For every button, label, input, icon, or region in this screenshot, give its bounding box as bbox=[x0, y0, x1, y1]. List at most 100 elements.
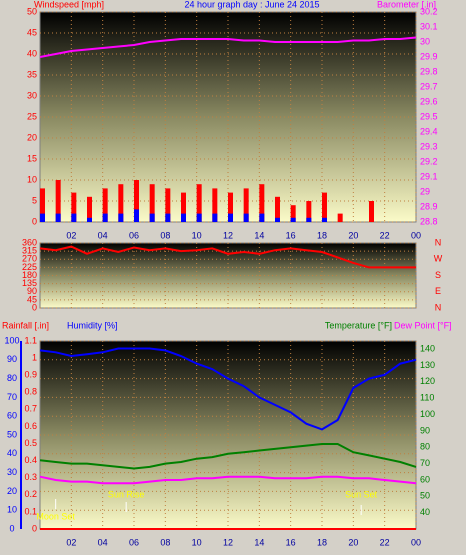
x-tick-label: 08 bbox=[160, 537, 170, 547]
y-tick-label: 315 bbox=[22, 246, 37, 256]
y3-tick-label: 0.1 bbox=[24, 506, 37, 516]
rain-label: Rainfall [.in] bbox=[2, 320, 49, 330]
baro-label: Barometer [.in] bbox=[377, 0, 436, 9]
wind-bar bbox=[40, 213, 45, 222]
wind-bar bbox=[102, 213, 108, 222]
y3-tick-label: 0.4 bbox=[24, 455, 37, 465]
y2-tick-label: 29.8 bbox=[420, 66, 438, 76]
wind-bar bbox=[165, 188, 171, 222]
y-tick-label: 20 bbox=[27, 132, 37, 142]
y-tick-label: 50 bbox=[27, 6, 37, 16]
y-tick-label: 35 bbox=[27, 69, 37, 79]
wind-bar bbox=[196, 184, 202, 222]
y2-tick-label: 29.9 bbox=[420, 51, 438, 61]
wind-bar bbox=[134, 180, 139, 222]
wind-bar bbox=[87, 217, 92, 222]
annotation: Sun Set bbox=[345, 489, 378, 499]
temp-label: Temperature [°F] bbox=[325, 320, 392, 330]
y3-tick-label: 0.3 bbox=[24, 472, 37, 482]
wind-bar bbox=[369, 201, 374, 222]
y-tick-label: 90 bbox=[27, 286, 37, 296]
y3-tick-label: 0.5 bbox=[24, 438, 37, 448]
y2-tick-label: 70 bbox=[420, 458, 430, 468]
y2-tick-label: 29.3 bbox=[420, 141, 438, 151]
y2-tick-label: 30.1 bbox=[420, 21, 438, 31]
wind-bar bbox=[181, 213, 186, 222]
wind-bar bbox=[243, 188, 249, 222]
chart-title: 24 hour graph day : June 24 2015 bbox=[184, 0, 319, 9]
wind-bar bbox=[306, 217, 312, 222]
x-tick-label: 12 bbox=[223, 537, 233, 547]
wind-bar bbox=[165, 213, 171, 222]
y-tick-label: 0 bbox=[32, 302, 37, 312]
wind-bar bbox=[149, 213, 155, 222]
wind-bar bbox=[212, 188, 218, 222]
y2-tick-label: 140 bbox=[420, 344, 435, 354]
wind-bar bbox=[228, 213, 233, 222]
y-tick-label: 25 bbox=[27, 111, 37, 121]
y-tick-label: 40 bbox=[27, 48, 37, 58]
y2-tick-label: 29 bbox=[420, 186, 430, 196]
y-tick-label: 135 bbox=[22, 278, 37, 288]
y2-tick-label: 60 bbox=[420, 474, 430, 484]
y3-tick-label: 0 bbox=[32, 523, 37, 533]
series-line bbox=[39, 347, 417, 431]
y-tick-label: 360 bbox=[22, 237, 37, 247]
y2-tick-label: 29.7 bbox=[420, 81, 438, 91]
y2-tick-label: S bbox=[435, 270, 441, 280]
x-tick-label: 00 bbox=[411, 230, 421, 240]
x-tick-label: 20 bbox=[348, 537, 358, 547]
humidity-label: Humidity [%] bbox=[67, 320, 118, 330]
wind-bar bbox=[87, 196, 92, 222]
y-tick-label: 80 bbox=[7, 373, 17, 383]
y2-tick-label: 80 bbox=[420, 442, 430, 452]
y-tick-label: 0 bbox=[32, 216, 37, 226]
x-tick-label: 16 bbox=[286, 230, 296, 240]
y-tick-label: 100 bbox=[4, 335, 19, 345]
annotation: Moon Set bbox=[36, 511, 75, 521]
y-tick-label: 180 bbox=[22, 270, 37, 280]
y3-tick-label: 1 bbox=[32, 352, 37, 362]
x-tick-label: 20 bbox=[348, 230, 358, 240]
wind-bar bbox=[118, 213, 124, 222]
x-tick-label: 22 bbox=[380, 230, 390, 240]
y2-tick-label: 29.4 bbox=[420, 126, 438, 136]
y3-tick-label: 1.1 bbox=[24, 335, 37, 345]
x-tick-label: 16 bbox=[286, 537, 296, 547]
x-tick-label: 00 bbox=[411, 537, 421, 547]
wind-bar bbox=[40, 188, 45, 222]
wind-bar bbox=[55, 180, 61, 222]
y3-tick-label: 0.7 bbox=[24, 404, 37, 414]
y3-tick-label: 0.9 bbox=[24, 370, 37, 380]
wind-bar bbox=[259, 213, 265, 222]
y-tick-label: 50 bbox=[7, 429, 17, 439]
y2-tick-label: 120 bbox=[420, 376, 435, 386]
series-line bbox=[39, 245, 416, 269]
series-line bbox=[39, 36, 417, 58]
dew-label: Dew Point [°F] bbox=[394, 320, 452, 330]
y2-tick-label: 29.5 bbox=[420, 111, 438, 121]
x-tick-label: 06 bbox=[129, 537, 139, 547]
wind-bar bbox=[243, 213, 249, 222]
y-tick-label: 30 bbox=[27, 90, 37, 100]
x-tick-label: 12 bbox=[223, 230, 233, 240]
y-tick-label: 15 bbox=[27, 153, 37, 163]
wind-bar bbox=[275, 217, 280, 222]
y-tick-label: 45 bbox=[27, 294, 37, 304]
wind-bar bbox=[322, 192, 327, 222]
wind-bar bbox=[306, 201, 312, 222]
y-tick-label: 30 bbox=[7, 467, 17, 477]
y3-tick-label: 0.2 bbox=[24, 489, 37, 499]
x-tick-label: 10 bbox=[192, 537, 202, 547]
y2-tick-label: 29.2 bbox=[420, 156, 438, 166]
y3-tick-label: 0.6 bbox=[24, 421, 37, 431]
y2-tick-label: 40 bbox=[420, 507, 430, 517]
y2-tick-label: 130 bbox=[420, 360, 435, 370]
x-tick-label: 08 bbox=[160, 230, 170, 240]
series-line bbox=[39, 475, 417, 485]
wind-bar bbox=[118, 184, 124, 222]
x-tick-label: 06 bbox=[129, 230, 139, 240]
series-line bbox=[39, 443, 417, 470]
wind-bar bbox=[290, 217, 296, 222]
y2-tick-label: W bbox=[434, 254, 443, 264]
